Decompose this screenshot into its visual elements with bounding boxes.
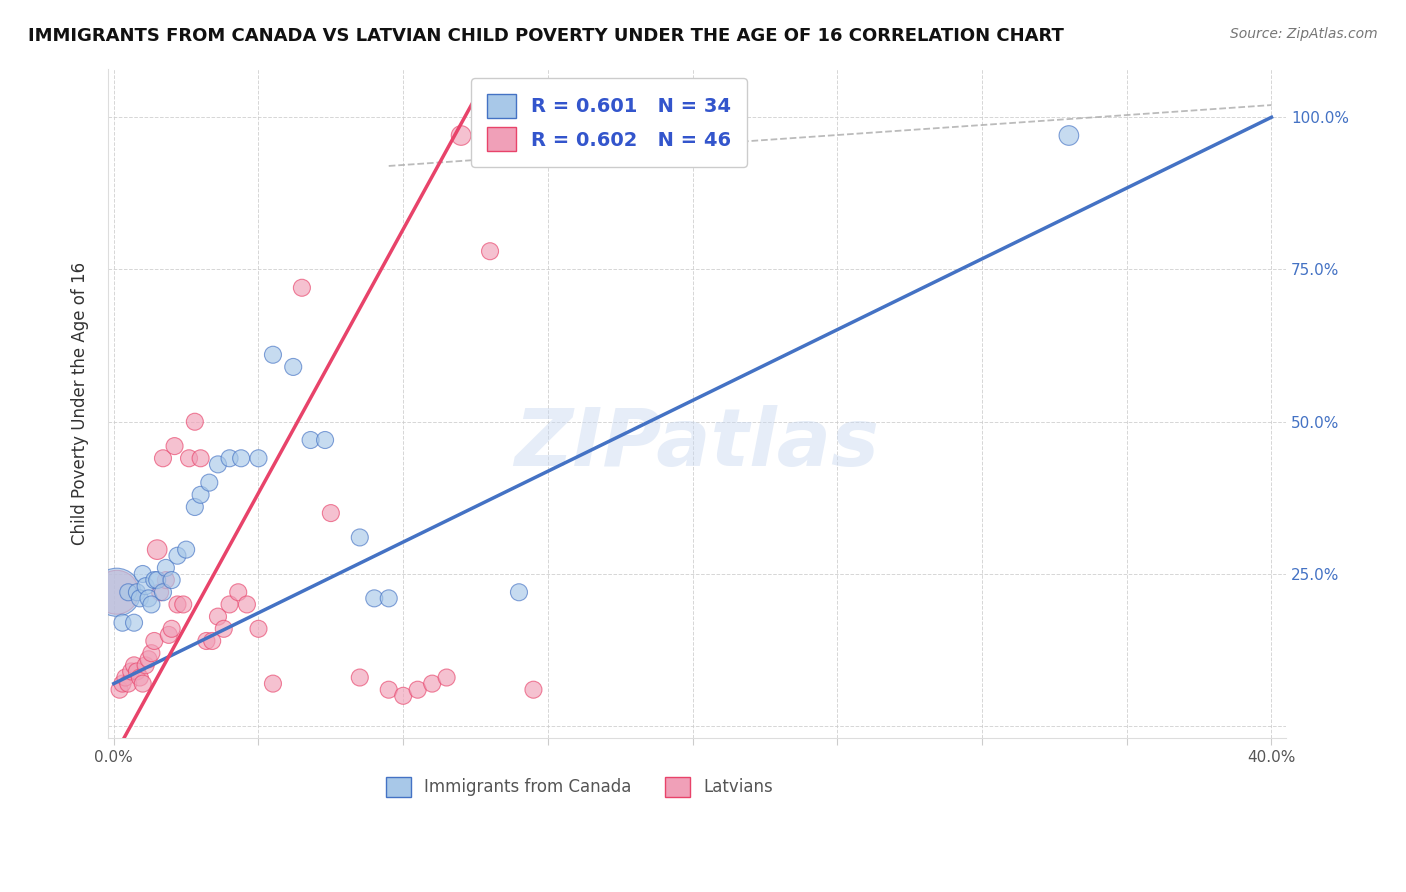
Point xyxy=(291,281,314,295)
Point xyxy=(236,598,259,612)
Point xyxy=(283,359,305,374)
Text: Source: ZipAtlas.com: Source: ZipAtlas.com xyxy=(1230,27,1378,41)
Point xyxy=(166,549,188,563)
Point xyxy=(122,615,145,630)
Point xyxy=(117,676,139,690)
Point xyxy=(111,615,134,630)
Point xyxy=(190,488,212,502)
Point xyxy=(138,652,160,666)
Point xyxy=(108,682,131,697)
Point xyxy=(522,682,544,697)
Point xyxy=(184,500,207,514)
Point xyxy=(363,591,385,606)
Point xyxy=(1057,128,1080,143)
Point xyxy=(551,128,574,143)
Point xyxy=(138,591,160,606)
Point xyxy=(111,676,134,690)
Point xyxy=(128,591,150,606)
Point xyxy=(146,542,169,557)
Point xyxy=(262,348,284,362)
Point xyxy=(172,598,194,612)
Point xyxy=(128,671,150,685)
Point xyxy=(132,676,155,690)
Point xyxy=(377,682,399,697)
Point xyxy=(349,531,371,545)
Point xyxy=(190,451,212,466)
Point xyxy=(212,622,235,636)
Legend: Immigrants from Canada, Latvians: Immigrants from Canada, Latvians xyxy=(380,770,779,804)
Point xyxy=(218,598,240,612)
Text: IMMIGRANTS FROM CANADA VS LATVIAN CHILD POVERTY UNDER THE AGE OF 16 CORRELATION : IMMIGRANTS FROM CANADA VS LATVIAN CHILD … xyxy=(28,27,1064,45)
Point xyxy=(105,585,128,599)
Point xyxy=(135,658,157,673)
Point xyxy=(299,433,322,447)
Point xyxy=(436,671,458,685)
Point xyxy=(201,634,224,648)
Point xyxy=(135,579,157,593)
Y-axis label: Child Poverty Under the Age of 16: Child Poverty Under the Age of 16 xyxy=(72,262,89,545)
Point xyxy=(105,585,128,599)
Point xyxy=(166,598,188,612)
Point xyxy=(508,585,530,599)
Point xyxy=(141,646,163,660)
Point xyxy=(152,451,174,466)
Point xyxy=(122,658,145,673)
Point xyxy=(218,451,240,466)
Point xyxy=(146,573,169,587)
Point xyxy=(155,573,177,587)
Point xyxy=(392,689,415,703)
Point xyxy=(160,573,183,587)
Point xyxy=(314,433,336,447)
Point xyxy=(319,506,342,520)
Point xyxy=(177,451,200,466)
Point xyxy=(155,561,177,575)
Point xyxy=(132,566,155,581)
Point xyxy=(450,128,472,143)
Point xyxy=(198,475,221,490)
Point xyxy=(195,634,218,648)
Point xyxy=(174,542,197,557)
Point xyxy=(247,622,270,636)
Point xyxy=(125,585,148,599)
Point xyxy=(152,585,174,599)
Point xyxy=(125,665,148,679)
Point xyxy=(377,591,399,606)
Point xyxy=(207,458,229,472)
Point xyxy=(157,628,180,642)
Point xyxy=(349,671,371,685)
Point xyxy=(163,439,186,453)
Point xyxy=(114,671,136,685)
Point xyxy=(143,573,166,587)
Point xyxy=(141,598,163,612)
Point xyxy=(117,585,139,599)
Point xyxy=(226,585,249,599)
Point xyxy=(160,622,183,636)
Point xyxy=(120,665,142,679)
Point xyxy=(184,415,207,429)
Point xyxy=(406,682,429,697)
Point xyxy=(229,451,252,466)
Point xyxy=(262,676,284,690)
Point xyxy=(207,609,229,624)
Point xyxy=(149,585,172,599)
Point xyxy=(420,676,443,690)
Point xyxy=(247,451,270,466)
Text: ZIPatlas: ZIPatlas xyxy=(515,405,880,483)
Point xyxy=(479,244,502,259)
Point xyxy=(143,634,166,648)
